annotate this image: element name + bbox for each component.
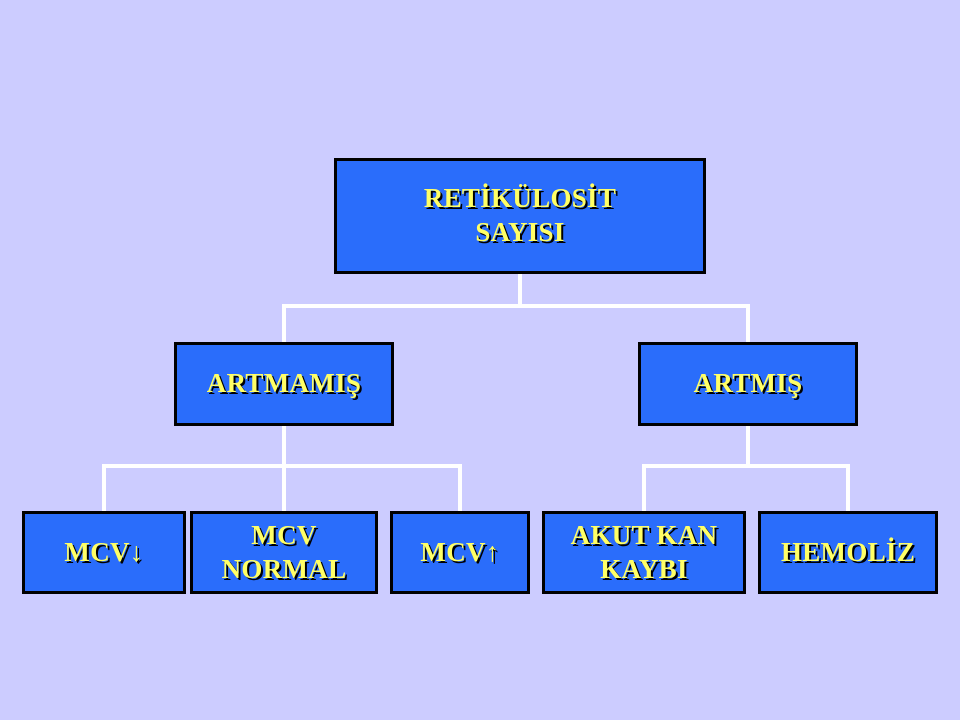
branch-node-artmis: ARTMIŞ: [638, 342, 858, 426]
leaf-node-label: MCV NORMAL: [221, 519, 347, 584]
leaf-node-hemoliz: HEMOLİZ: [758, 511, 938, 594]
leaf-node-label: MCV↓: [64, 536, 144, 567]
leaf-node-mcv-down: MCV↓: [22, 511, 186, 594]
root-node: RETİKÜLOSİT SAYISI: [334, 158, 706, 274]
root-node-label: RETİKÜLOSİT SAYISI: [423, 183, 617, 247]
leaf-node-label: HEMOLİZ: [780, 536, 916, 567]
leaf-node-mcv-normal: MCV NORMAL: [190, 511, 378, 594]
branch-node-label: ARTMAMIŞ: [206, 368, 362, 399]
branch-node-artmamis: ARTMAMIŞ: [174, 342, 394, 426]
branch-node-label: ARTMIŞ: [693, 368, 803, 399]
leaf-node-label: MCV↑: [420, 536, 500, 567]
leaf-node-label: AKUT KAN KAYBI: [570, 519, 718, 584]
leaf-node-mcv-up: MCV↑: [390, 511, 530, 594]
leaf-node-akut-kan-kaybi: AKUT KAN KAYBI: [542, 511, 746, 594]
